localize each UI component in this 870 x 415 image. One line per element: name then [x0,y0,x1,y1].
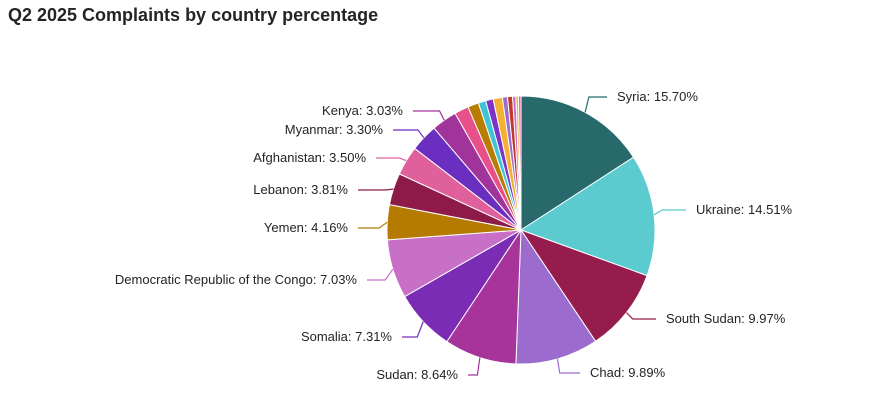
slice-label: Democratic Republic of the Congo: 7.03% [115,272,358,287]
leader-line [584,96,607,113]
pie-labels: Syria: 15.70% Ukraine: 14.51% South Sudan:… [115,89,793,382]
leader-line [626,312,656,320]
slice-label: South Sudan: 9.97% [666,311,786,326]
leader-line [556,358,580,374]
leader-line [402,321,424,338]
slice-label: Somalia: 7.31% [301,329,392,344]
slice-label: Syria: 15.70% [617,89,698,104]
chart-title: Q2 2025 Complaints by country percentage [8,5,379,25]
pie-slice[interactable] [519,156,656,277]
slice-label: Yemen: 4.16% [264,220,349,235]
slice-label: Kenya: 3.03% [322,103,403,118]
pie-slice[interactable] [519,229,648,343]
slice-label: Lebanon: 3.81% [253,182,348,197]
slice-label: Ukraine: 14.51% [696,202,793,217]
leader-line [468,357,481,376]
pie-slice[interactable] [517,95,522,231]
leader-line [358,221,388,229]
slice-label: Afghanistan: 3.50% [253,150,366,165]
leader-line [358,188,394,191]
pie-slice[interactable] [515,228,597,365]
slice-label: Sudan: 8.64% [376,367,458,382]
leader-line [413,110,445,121]
pie-slices [386,95,656,365]
leader-line [653,209,686,216]
leader-line [393,129,425,139]
leader-line [376,157,407,162]
slice-label: Chad: 9.89% [590,365,666,380]
pie-slice[interactable] [520,95,635,231]
leader-line [367,268,394,281]
slice-label: Myanmar: 3.30% [285,122,384,137]
